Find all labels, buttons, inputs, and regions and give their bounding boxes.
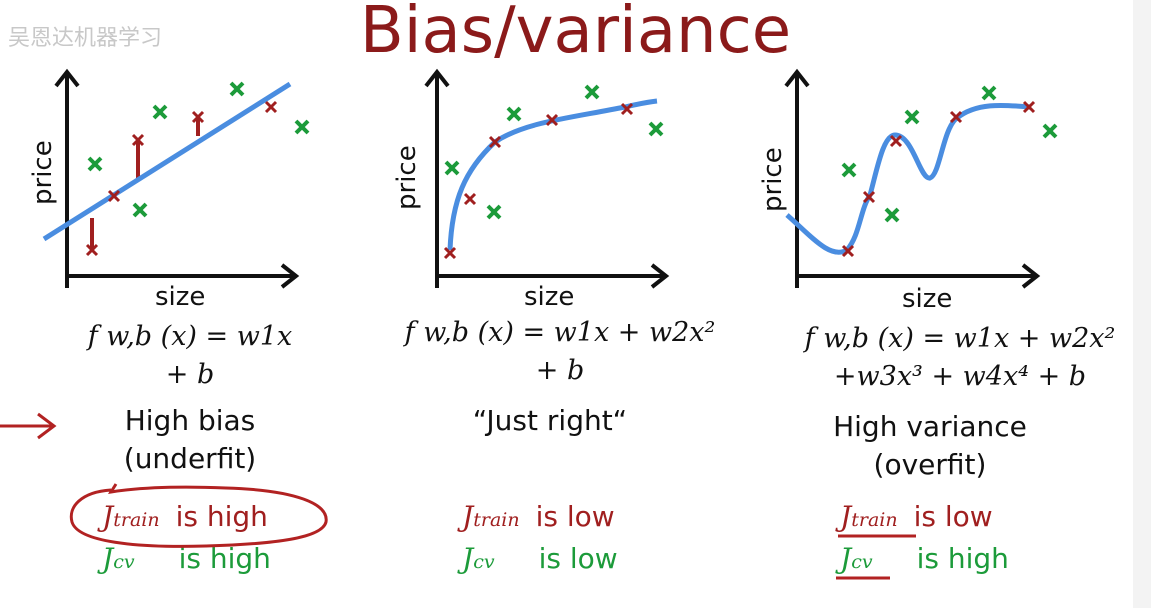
j-subscript: train <box>473 509 520 531</box>
j-status: is low <box>535 500 615 533</box>
x-axis-arrow <box>1021 263 1041 289</box>
x-axis-arrow <box>650 263 670 289</box>
cv-point <box>1042 123 1058 139</box>
j-status: is low <box>913 500 993 533</box>
cv-point <box>981 85 997 101</box>
circle-annotation <box>69 483 328 548</box>
j-subscript: cv <box>851 551 873 573</box>
y-axis-label: price <box>28 140 58 205</box>
j-symbol: J <box>840 542 852 575</box>
j-cv-row: Jcv is low <box>462 542 618 575</box>
x-axis-arrow <box>280 263 300 289</box>
fit-line <box>42 81 292 242</box>
j-status: is high <box>175 500 268 533</box>
plot-underfit <box>42 68 310 289</box>
train-point <box>488 135 502 149</box>
verdict-line: “Just right“ <box>472 404 628 437</box>
train-point <box>949 110 963 124</box>
formula-line: f w,b (x) = w1x <box>87 321 293 352</box>
watermark: 吴恩达机器学习 <box>8 26 163 51</box>
formula-line: + b <box>165 359 215 390</box>
formula-underfit: f w,b (x) = w1x + b <box>60 318 320 394</box>
x-axis-label: size <box>902 284 953 314</box>
scroll-edge <box>1133 0 1151 608</box>
formula-line: f w,b (x) = w1x + w2x² <box>404 317 716 348</box>
train-point <box>463 192 477 206</box>
slide-title: Bias/variance <box>359 0 792 68</box>
formula-just-right: f w,b (x) = w1x + w2x² + b <box>390 314 730 390</box>
train-point <box>620 102 634 116</box>
j-subscript: cv <box>113 551 135 573</box>
fit-curve <box>447 98 658 251</box>
j-status: is high <box>916 542 1009 575</box>
cv-point <box>486 204 502 220</box>
train-point <box>85 243 99 257</box>
cv-point <box>294 119 310 135</box>
y-axis-arrow <box>424 68 450 88</box>
formula-line: + b <box>535 355 585 386</box>
verdict-line: (underfit) <box>123 442 257 475</box>
j-train-row: Jtrain is low <box>840 500 993 533</box>
verdict-line: High bias <box>124 404 256 437</box>
train-point <box>443 246 457 260</box>
cv-point <box>648 121 664 137</box>
verdict-line: High variance <box>833 410 1027 443</box>
j-symbol: J <box>462 542 474 575</box>
j-train-row: Jtrain is low <box>462 500 615 533</box>
j-subscript: train <box>851 509 898 531</box>
cv-point <box>444 160 460 176</box>
cv-point <box>884 207 900 223</box>
train-point <box>1022 100 1036 114</box>
y-axis-arrow <box>784 68 810 88</box>
fit-curve <box>785 102 1031 255</box>
j-subscript: train <box>113 509 160 531</box>
train-point <box>264 100 278 114</box>
verdict-overfit: High variance (overfit) <box>800 408 1060 484</box>
cv-point <box>152 104 168 120</box>
cv-point <box>584 84 600 100</box>
train-point <box>191 110 205 124</box>
train-point <box>862 190 876 204</box>
formula-line: +w3x³ + w4x⁴ + b <box>833 361 1087 392</box>
pointer-arrow-icon <box>0 412 57 440</box>
plot-just-right <box>424 68 670 289</box>
train-point <box>841 244 855 258</box>
j-symbol: J <box>462 500 474 533</box>
train-point <box>107 189 121 203</box>
x-axis-label: size <box>155 282 206 312</box>
j-symbol: J <box>102 500 114 533</box>
verdict-line: (overfit) <box>873 448 987 481</box>
y-axis-arrow <box>54 68 80 88</box>
j-status: is low <box>538 542 618 575</box>
cv-point <box>87 156 103 172</box>
j-subscript: cv <box>473 551 495 573</box>
train-point <box>131 133 145 147</box>
formula-line: f w,b (x) = w1x + w2x² <box>804 323 1116 354</box>
underline-annotation <box>836 534 916 580</box>
y-axis-label: price <box>758 147 788 212</box>
cv-point <box>841 162 857 178</box>
cv-point <box>132 202 148 218</box>
y-axis-label: price <box>392 145 422 210</box>
formula-overfit: f w,b (x) = w1x + w2x² +w3x³ + w4x⁴ + b <box>790 320 1130 396</box>
train-point <box>545 113 559 127</box>
verdict-just-right: “Just right“ <box>430 402 670 440</box>
j-symbol: J <box>102 542 114 575</box>
j-symbol: J <box>840 500 852 533</box>
x-axis-label: size <box>524 282 575 312</box>
verdict-underfit: High bias (underfit) <box>80 402 300 478</box>
cv-point <box>904 109 920 125</box>
cv-point <box>229 81 245 97</box>
j-train-row: Jtrain is high <box>102 500 268 533</box>
train-point <box>889 134 903 148</box>
plot-overfit <box>784 68 1058 289</box>
j-cv-row: Jcv is high <box>840 542 1009 575</box>
cv-point <box>506 106 522 122</box>
